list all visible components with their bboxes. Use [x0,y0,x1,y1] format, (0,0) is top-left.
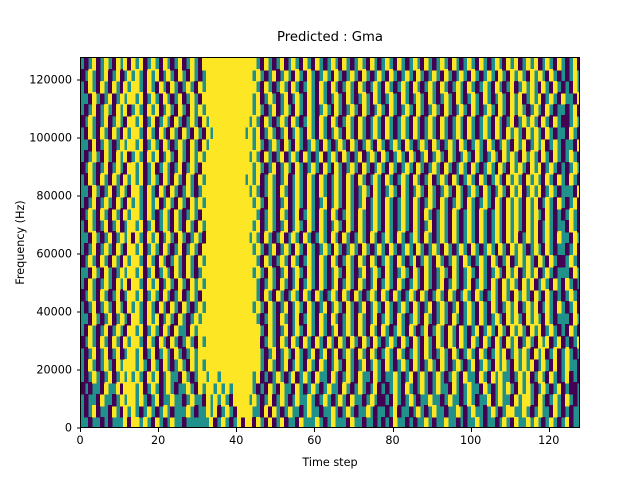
y-tick-label: 20000 [36,363,72,377]
heatmap-canvas [81,58,579,427]
x-tick-label: 120 [538,434,560,447]
y-tick-mark [76,369,80,371]
x-tick-mark [470,428,472,432]
x-tick-mark [548,428,550,432]
x-axis-label: Time step [302,456,358,469]
x-tick-label: 0 [76,434,84,447]
x-tick-mark [392,428,394,432]
heatmap-plot-area [80,57,580,428]
y-tick-label: 60000 [36,247,72,261]
x-tick-label: 20 [151,434,166,447]
y-tick-mark [76,427,80,429]
y-tick-mark [76,253,80,255]
x-tick-mark [80,428,81,432]
x-tick-label: 40 [229,434,244,447]
x-tick-mark [314,428,316,432]
page-title: Predicted : Gma [277,30,383,45]
y-tick-mark [76,137,80,139]
y-tick-mark [76,311,80,313]
x-tick-label: 60 [307,434,322,447]
y-tick-mark [76,79,80,81]
y-tick-label: 80000 [36,189,72,203]
y-axis-label: Frequency (Hz) [14,200,27,285]
x-tick-mark [236,428,238,432]
x-tick-label: 80 [385,434,400,447]
y-tick-mark [76,195,80,197]
y-tick-label: 40000 [36,305,72,319]
y-tick-label: 100000 [29,131,72,145]
x-tick-label: 100 [459,434,482,447]
x-tick-mark [158,428,160,432]
y-tick-label: 0 [64,421,72,435]
y-tick-label: 120000 [29,73,72,87]
